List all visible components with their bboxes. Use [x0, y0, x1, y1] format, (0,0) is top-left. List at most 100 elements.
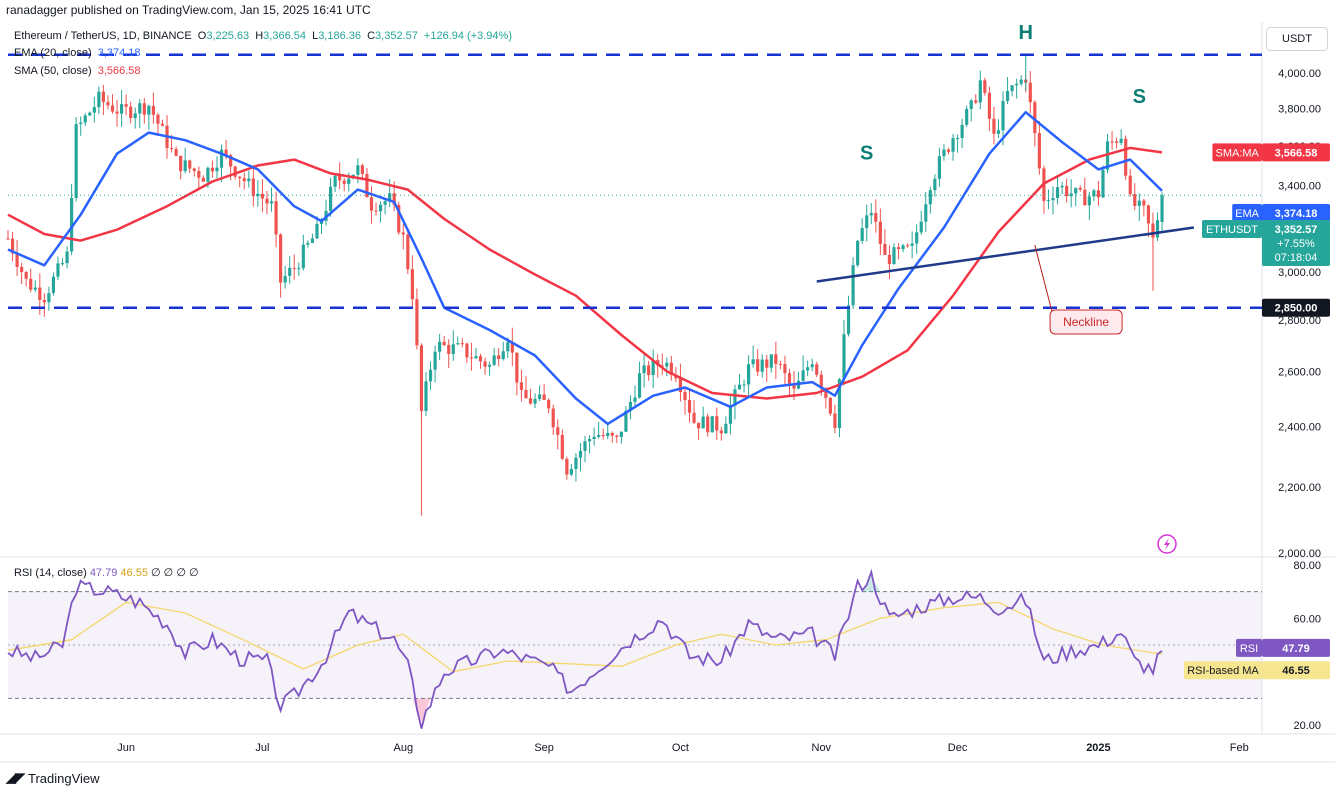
candle [978, 70, 982, 110]
candle [388, 178, 392, 207]
candle [65, 246, 69, 269]
rsi-ma-line [7, 601, 1163, 673]
candle [1137, 193, 1141, 222]
symbol-name[interactable]: Ethereum / TetherUS, 1D, BINANCE [14, 30, 192, 42]
candle [415, 288, 419, 350]
time-tick-label: Nov [812, 742, 832, 754]
close-label: C [367, 30, 376, 42]
last-price-tag: ETHUSDT 3,352.57 +7.55% 07:18:04 [1202, 220, 1330, 266]
rsi-tag-value: 47.79 [1282, 643, 1310, 655]
neckline-callout-pointer [1034, 244, 1053, 313]
candle-body [501, 351, 505, 360]
candle [783, 355, 787, 386]
candle [524, 376, 528, 399]
high-label: H [255, 30, 264, 42]
candle-body [642, 365, 646, 374]
candle-body [765, 359, 769, 368]
candle [288, 256, 292, 284]
candle-body [515, 352, 519, 383]
sma-legend[interactable]: SMA (50, close) 3,566.58 [14, 65, 144, 77]
candle [537, 385, 542, 402]
candle [51, 272, 56, 296]
candle-body [360, 165, 364, 174]
candle [706, 413, 710, 437]
candle-body [1015, 83, 1019, 86]
time-tick-label: Sep [534, 742, 554, 754]
rsi-tag-name: RSI [1240, 643, 1258, 655]
lightning-icon-ring [1157, 534, 1177, 554]
candle-body [119, 104, 124, 114]
candle-body [928, 190, 932, 205]
currency-button[interactable]: USDT [1266, 27, 1328, 51]
candle-body [92, 107, 96, 113]
candle-body [183, 160, 187, 172]
candle [301, 234, 305, 271]
candle-body [860, 228, 864, 241]
candle [1083, 177, 1087, 206]
price-tick-label: 2,400.00 [1278, 422, 1321, 434]
candle [342, 178, 346, 192]
neckline-callout-box [1049, 309, 1123, 335]
candle [760, 354, 764, 378]
candle [497, 347, 501, 367]
candle [1115, 137, 1119, 149]
rsi-ma-tag-value-box [1262, 661, 1330, 680]
last-price-tag-name: ETHUSDT [1206, 224, 1258, 236]
candle [551, 404, 555, 435]
candle-body [828, 397, 832, 414]
rsi-legend-label: RSI (14, close) [14, 567, 87, 579]
candle-body [292, 267, 296, 269]
candle-body [328, 186, 333, 211]
candle-body [728, 405, 733, 424]
candle-body [47, 293, 51, 303]
candle [283, 266, 287, 289]
ema-legend[interactable]: EMA (20, close) 3,374.18 [14, 47, 144, 59]
candle-body [937, 156, 942, 179]
last-price-change: +7.55% [1277, 238, 1315, 250]
candle-body [279, 234, 283, 283]
candle [501, 341, 505, 361]
candle-body [365, 173, 369, 198]
candle [924, 191, 928, 232]
neckline-trendline [816, 226, 1195, 283]
candle [946, 147, 951, 155]
candle-body [924, 204, 928, 222]
candle-body [815, 364, 819, 375]
candle-body [833, 413, 837, 429]
candle [20, 262, 24, 285]
candle [242, 172, 246, 190]
candle [715, 407, 719, 440]
rsi-legend-extra-2: ∅ [163, 567, 174, 579]
candle-body [660, 365, 664, 367]
candle [56, 256, 60, 281]
candle-body [946, 149, 951, 152]
candle-body [1078, 187, 1082, 190]
footer-brand[interactable]: ◢◤ TradingView [6, 770, 100, 786]
candle-body [301, 244, 305, 269]
candle-body [615, 435, 619, 437]
price-tick-label: 2,800.00 [1278, 315, 1321, 327]
candle-body [769, 354, 773, 368]
candle-body [837, 379, 842, 429]
candle [1065, 178, 1069, 203]
candle [833, 404, 837, 434]
candle [874, 199, 878, 233]
candle-body [483, 361, 487, 367]
candle [160, 119, 165, 127]
candle-body [1051, 197, 1055, 201]
candle-body [488, 364, 492, 367]
candle-body [20, 266, 24, 273]
candle-body [274, 201, 278, 235]
candle [619, 431, 623, 444]
footer-brand-text: TradingView [28, 770, 100, 786]
candle-body [619, 431, 623, 437]
candle [633, 385, 637, 409]
candle [928, 187, 932, 214]
candle [438, 333, 442, 360]
candle-body [478, 356, 483, 362]
rsi-legend[interactable]: RSI (14, close) 47.79 46.55 ∅ ∅ ∅ ∅ [14, 566, 199, 579]
candle [1128, 168, 1132, 197]
candle [774, 341, 778, 380]
